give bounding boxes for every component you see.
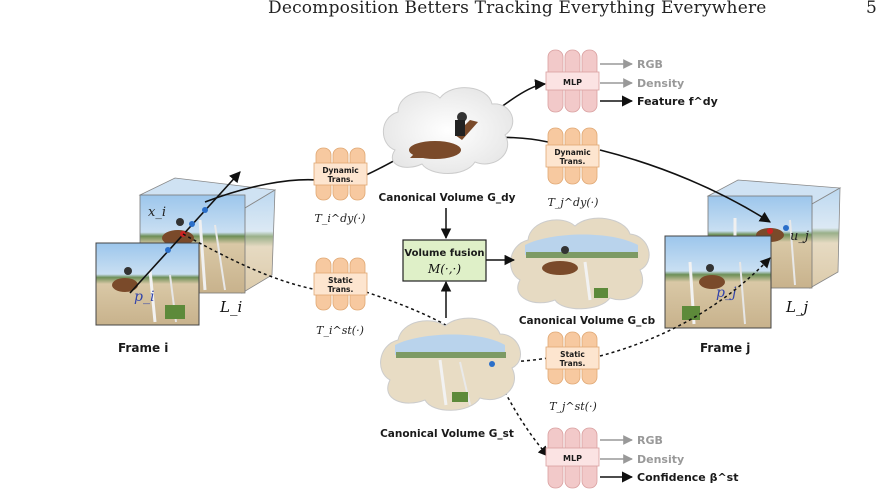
canonical-volume-st	[380, 317, 521, 411]
st-trans-i-caption: T_i^st(·)	[316, 324, 364, 337]
coord-i-label: x_i	[148, 205, 166, 220]
volume-cb-caption: Canonical Volume G_cb	[519, 315, 656, 327]
mlp-top-output-feature: Feature f^dy	[637, 95, 718, 108]
volume-dy-caption: Canonical Volume G_dy	[379, 192, 516, 204]
point-j-label: p_j	[716, 285, 737, 301]
mlp-top: MLP	[545, 49, 600, 113]
mlp-bottom-output-confidence: Confidence β^st	[637, 471, 739, 484]
static-warp-curve	[182, 233, 319, 291]
frame-i-image	[95, 242, 200, 326]
mlp-top-output-rgb: RGB	[637, 58, 663, 71]
dynamic-trans-i: Dynamic Trans.	[313, 147, 368, 201]
canonical-volume-cb	[510, 217, 650, 310]
sample-dot	[165, 247, 171, 253]
svg-text:Static: Static	[560, 350, 585, 359]
mlp-bottom-output-rgb: RGB	[637, 434, 663, 447]
canonical-volume-dy	[382, 87, 514, 174]
static-warp-curve	[365, 291, 493, 361]
page-number: 5	[866, 0, 877, 18]
svg-text:Dynamic: Dynamic	[322, 166, 358, 175]
mlp-top-output-density: Density	[637, 77, 684, 90]
fusion-title: Volume fusion	[404, 248, 484, 259]
svg-text:Trans.: Trans.	[328, 175, 354, 184]
volume-fusion-box: Volume fusion M(·,·)	[402, 239, 487, 282]
frame-i-label: Frame i	[118, 341, 168, 355]
warp-curve	[204, 178, 319, 203]
static-trans-j: Static Trans.	[545, 331, 600, 385]
svg-text:MLP: MLP	[563, 78, 582, 87]
svg-text:Trans.: Trans.	[560, 157, 586, 166]
sample-dot	[189, 221, 195, 227]
dyn-trans-j-caption: T_j^dy(·)	[548, 196, 599, 209]
svg-text:Static: Static	[328, 276, 353, 285]
static-trans-i: Static Trans.	[313, 257, 368, 311]
svg-text:Dynamic: Dynamic	[554, 148, 590, 157]
layer-i-label: L_i	[219, 298, 242, 316]
coord-j-label: u_j	[790, 229, 809, 244]
svg-text:MLP: MLP	[563, 454, 582, 463]
sample-dot	[202, 207, 208, 213]
fusion-formula: M(·,·)	[427, 262, 461, 276]
mlp-bottom: MLP	[545, 427, 600, 489]
page-header-title: Decomposition Betters Tracking Everythin…	[268, 0, 767, 18]
point-i-label: p_i	[134, 289, 154, 305]
svg-text:Trans.: Trans.	[328, 285, 354, 294]
volume-st-caption: Canonical Volume G_st	[380, 428, 514, 440]
warp-curve	[599, 149, 771, 223]
svg-text:Trans.: Trans.	[560, 359, 586, 368]
layer-j-label: L_j	[785, 298, 808, 316]
sample-dot	[783, 225, 789, 231]
st-trans-j-caption: T_j^st(·)	[549, 400, 597, 413]
mlp-bottom-output-density: Density	[637, 453, 684, 466]
sample-dot	[767, 228, 773, 234]
dyn-trans-i-caption: T_i^dy(·)	[315, 212, 366, 225]
dynamic-trans-j: Dynamic Trans.	[545, 127, 600, 185]
frame-j-image	[664, 235, 772, 329]
frame-j-label: Frame j	[700, 341, 750, 355]
